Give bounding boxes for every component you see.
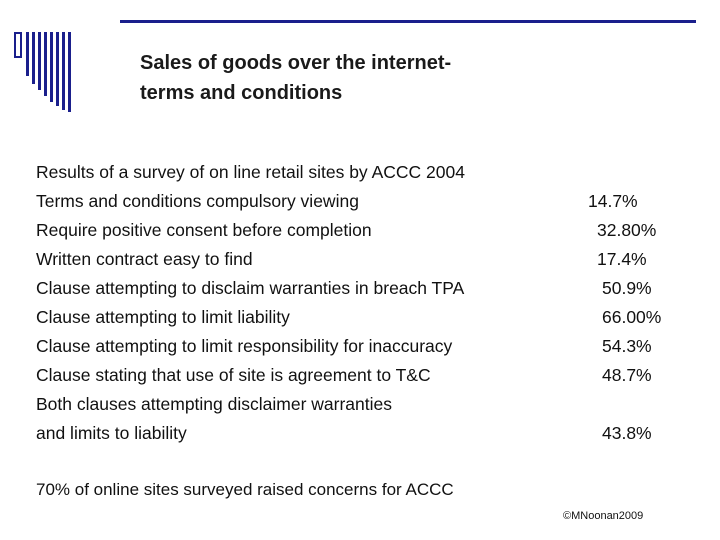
survey-row-value: 54.3% xyxy=(602,336,652,356)
survey-row-label-line: Both clauses attempting disclaimer warra… xyxy=(36,394,392,414)
survey-row-value: 32.80% xyxy=(597,220,657,240)
slide-title-line: terms and conditions xyxy=(140,82,343,104)
survey-row-label-line: and limits to liability xyxy=(36,423,187,443)
survey-row-label: Terms and conditions compulsory viewing xyxy=(36,187,686,216)
survey-row-label: Clause attempting to limit responsibilit… xyxy=(36,332,686,361)
top-rule xyxy=(120,20,696,23)
survey-row: Clause attempting to limit responsibilit… xyxy=(36,332,686,361)
survey-row-label-line: Require positive consent before completi… xyxy=(36,220,372,240)
survey-row-label: Clause attempting to limit liability xyxy=(36,303,686,332)
survey-row-label: Both clauses attempting disclaimer warra… xyxy=(36,390,686,448)
decorative-bar xyxy=(68,32,71,112)
survey-row-label-line: Clause stating that use of site is agree… xyxy=(36,365,431,385)
survey-row: Clause attempting to disclaim warranties… xyxy=(36,274,686,303)
survey-row-value: 43.8% xyxy=(602,423,652,443)
decorative-bar xyxy=(32,32,35,84)
survey-row-value: 66.00% xyxy=(602,307,662,327)
survey-row-label: Written contract easy to find xyxy=(36,245,686,274)
survey-row: Require positive consent before completi… xyxy=(36,216,686,245)
concern-statement: 70% of online sites surveyed raised conc… xyxy=(36,480,454,499)
survey-intro: Results of a survey of on line retail si… xyxy=(36,162,465,182)
decorative-bar xyxy=(38,32,41,90)
decorative-bar xyxy=(26,32,29,76)
decorative-box xyxy=(14,32,22,58)
slide-title-line: Sales of goods over the internet- xyxy=(140,52,452,74)
decorative-bar xyxy=(62,32,65,110)
slide-title: Sales of goods over the internet- terms … xyxy=(140,48,560,108)
survey-content: Results of a survey of on line retail si… xyxy=(36,158,686,448)
survey-row-label-line: Clause attempting to disclaim warranties… xyxy=(36,278,465,298)
survey-row-value: 17.4% xyxy=(597,249,647,269)
survey-row-label: Require positive consent before completi… xyxy=(36,216,686,245)
survey-row: Written contract easy to find 17.4% xyxy=(36,245,686,274)
survey-row: Terms and conditions compulsory viewing 1… xyxy=(36,187,686,216)
survey-results-list: Terms and conditions compulsory viewing 1… xyxy=(36,187,686,448)
copyright-notice: ©MNoonan2009 xyxy=(563,510,644,522)
decorative-bar xyxy=(50,32,53,102)
decorative-bar xyxy=(44,32,47,96)
survey-row: Clause stating that use of site is agree… xyxy=(36,361,686,390)
survey-row-label-line: Written contract easy to find xyxy=(36,249,253,269)
survey-row-label-line: Clause attempting to limit liability xyxy=(36,307,290,327)
survey-row-label-line: Terms and conditions compulsory viewing xyxy=(36,191,359,211)
survey-row-label: Clause attempting to disclaim warranties… xyxy=(36,274,686,303)
decorative-bar xyxy=(56,32,59,106)
survey-row-value: 50.9% xyxy=(602,278,652,298)
survey-row: Clause attempting to limit liability 66.0… xyxy=(36,303,686,332)
survey-row: Both clauses attempting disclaimer warra… xyxy=(36,390,686,448)
survey-row-value: 14.7% xyxy=(588,191,638,211)
survey-row-value: 48.7% xyxy=(602,365,652,385)
survey-row-label-line: Clause attempting to limit responsibilit… xyxy=(36,336,453,356)
survey-row-label: Clause stating that use of site is agree… xyxy=(36,361,686,390)
